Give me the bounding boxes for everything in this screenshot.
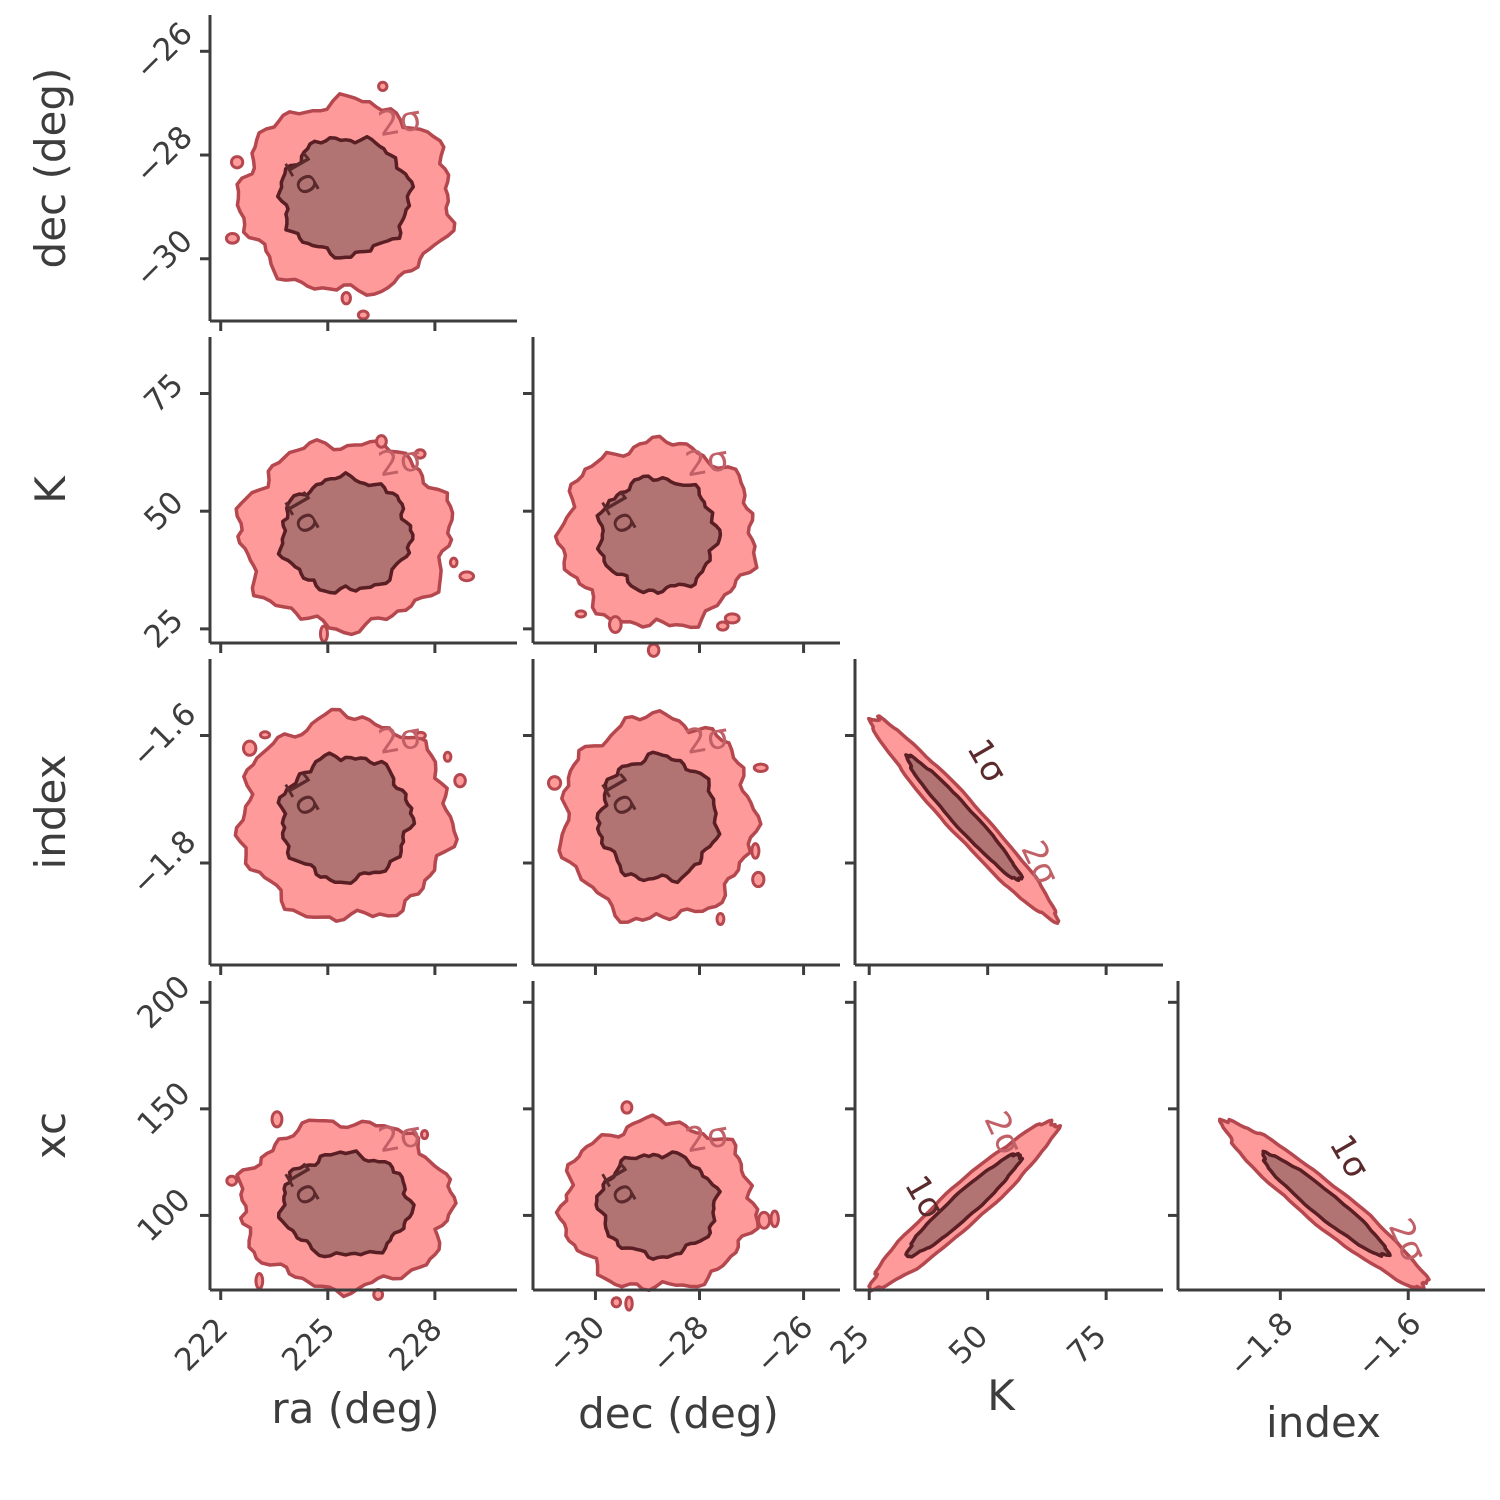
y-axis-label-dec: dec (deg): [26, 68, 75, 269]
contour-island: [715, 620, 730, 632]
contour-island: [750, 842, 761, 860]
sigma-label-inner: 1σ: [1321, 1128, 1377, 1185]
panels-layer: 1σ2σ−30−28−261σ2σ2550751σ2σ1σ2σ−1.8−1.61…: [26, 15, 1485, 1447]
y-tick-label: −26: [128, 15, 200, 87]
contour-island: [414, 730, 427, 741]
x-axis-label-index: index: [1266, 1398, 1381, 1447]
contour-1sigma: [594, 1150, 722, 1261]
contour-island: [751, 870, 766, 889]
x-tick-label: 50: [942, 1318, 995, 1371]
y-tick-label: 75: [137, 367, 190, 420]
x-tick-label: −30: [541, 1309, 613, 1381]
contour-1sigma: [595, 750, 722, 885]
contour-island: [241, 739, 258, 757]
contour-island: [453, 772, 467, 789]
contour-island: [620, 1100, 634, 1115]
contour-island: [757, 1210, 772, 1230]
x-tick-label: 225: [275, 1311, 342, 1378]
y-axis-label-K: K: [26, 475, 75, 504]
contour-island: [258, 730, 272, 740]
sigma-label-outer: 2σ: [375, 98, 424, 145]
sigma-label-outer: 2σ: [682, 716, 731, 763]
contour-1sigma: [904, 1151, 1025, 1259]
contour-1sigma: [276, 471, 415, 595]
contour-island: [607, 615, 623, 634]
contour-island: [574, 609, 588, 619]
y-axis-label-index: index: [26, 755, 75, 870]
x-axis-label-K: K: [987, 1371, 1016, 1420]
contour-island: [225, 1174, 239, 1187]
contour-island: [356, 309, 370, 321]
x-axis-label-dec: dec (deg): [578, 1389, 779, 1438]
sigma-label-outer: 2σ: [682, 1114, 731, 1161]
contour-island: [646, 642, 661, 658]
sigma-label-outer: 2σ: [682, 438, 731, 485]
contour-island: [458, 570, 476, 583]
contour-island: [715, 911, 726, 927]
contour-island: [769, 1209, 780, 1229]
contour-island: [377, 80, 389, 93]
y-tick-label: −30: [128, 223, 200, 295]
contour-island: [318, 624, 329, 643]
contour-island: [254, 1272, 265, 1290]
y-tick-label: 50: [137, 485, 190, 538]
contour-island: [546, 775, 563, 791]
sigma-label-outer: 2σ: [375, 716, 424, 763]
contour-island: [442, 750, 453, 763]
sigma-label-inner: 1σ: [959, 732, 1015, 789]
x-tick-label: −26: [749, 1309, 821, 1381]
x-tick-label: 222: [168, 1311, 235, 1378]
contour-1sigma: [276, 1149, 416, 1259]
contour-island: [229, 155, 245, 170]
contour-island: [270, 1110, 284, 1129]
contour-island: [624, 1295, 634, 1312]
y-tick-label: 200: [130, 969, 197, 1036]
contour-1sigma: [275, 134, 416, 260]
x-tick-label: 228: [382, 1311, 449, 1378]
x-tick-label: 75: [1060, 1318, 1113, 1371]
contour-1sigma: [595, 474, 723, 595]
contour-island: [224, 232, 240, 245]
y-axis-label-xc: xc: [26, 1112, 75, 1159]
contour-1sigma: [904, 753, 1025, 883]
contour-island: [723, 612, 741, 625]
x-axis-label-ra: ra (deg): [271, 1384, 439, 1433]
y-tick-label: −1.6: [125, 696, 204, 775]
contour-1sigma: [1261, 1149, 1392, 1258]
contour-island: [413, 448, 427, 460]
contour-island: [340, 290, 352, 306]
contour-island: [448, 556, 459, 569]
y-tick-label: −1.8: [125, 824, 204, 903]
y-tick-label: −28: [128, 119, 200, 191]
y-tick-label: 150: [130, 1075, 197, 1142]
x-tick-label: 25: [823, 1318, 876, 1371]
contour-island: [375, 434, 388, 449]
contour-1sigma: [276, 751, 417, 885]
x-tick-label: −1.6: [1350, 1306, 1429, 1385]
contour-island: [419, 1129, 430, 1141]
contour-island: [610, 1296, 623, 1309]
contour-island: [752, 762, 769, 773]
y-tick-label: 100: [130, 1182, 197, 1249]
y-tick-label: 25: [137, 602, 190, 655]
x-tick-label: −28: [645, 1309, 717, 1381]
sigma-label-outer: 2σ: [375, 1114, 424, 1161]
sigma-label-outer: 2σ: [375, 438, 424, 485]
x-tick-label: −1.8: [1222, 1306, 1301, 1385]
